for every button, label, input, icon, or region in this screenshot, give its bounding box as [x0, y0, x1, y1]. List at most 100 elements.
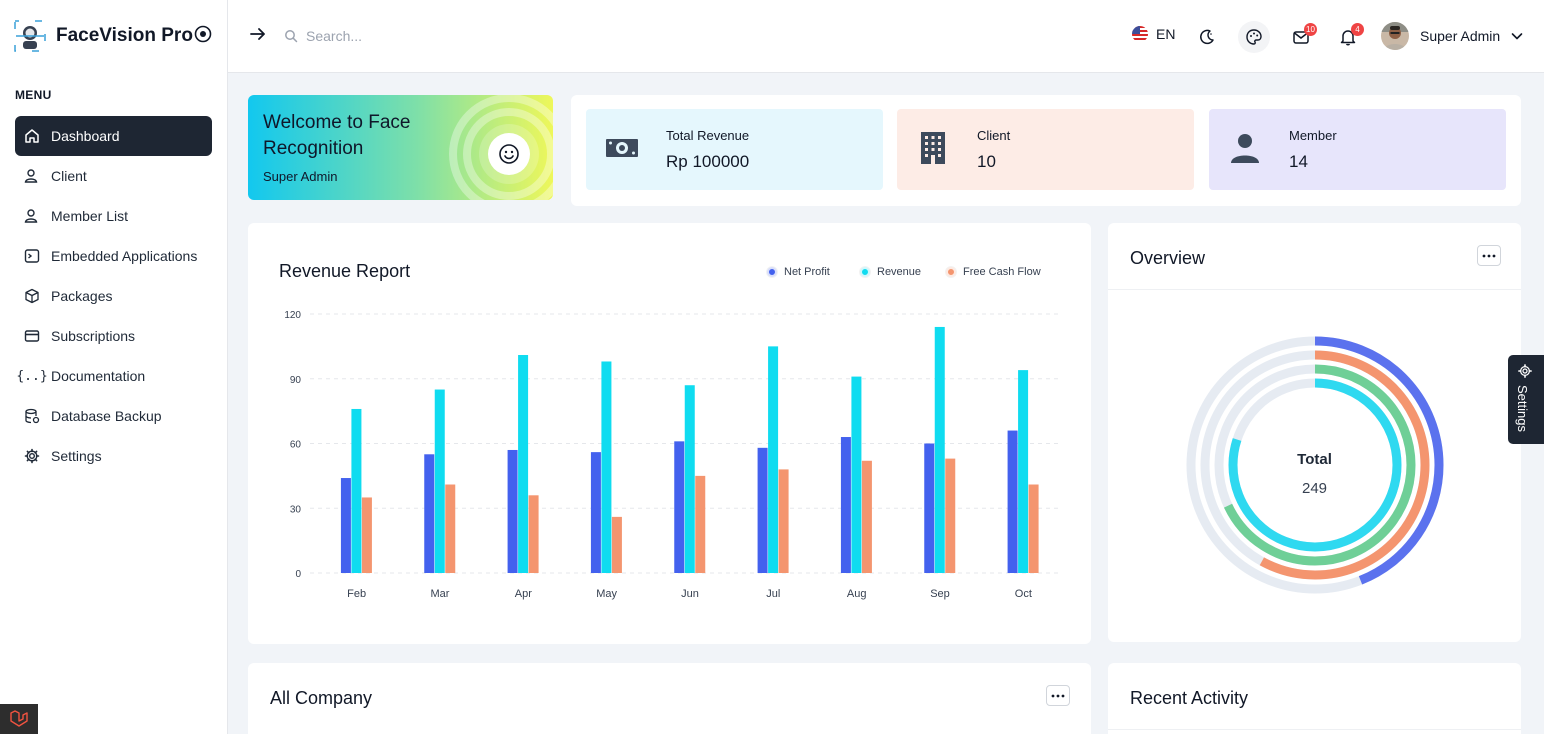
sidebar-item-label: Subscriptions [51, 328, 136, 344]
settings-tab-label: Settings [1515, 385, 1530, 432]
bar-net-profit[interactable] [757, 447, 768, 573]
legend-label: Revenue [877, 266, 922, 278]
ring-progress[interactable] [1228, 378, 1402, 552]
bar-net-profit[interactable] [340, 478, 351, 573]
bar-net-profit[interactable] [674, 441, 685, 573]
sidebar-item-member-list[interactable]: Member List [15, 196, 212, 236]
sidebar-item-label: Embedded Applications [51, 248, 198, 264]
bar-free-cash-flow[interactable] [1028, 484, 1039, 573]
laravel-debugbar-toggle[interactable] [0, 704, 38, 734]
sidebar-item-documentation[interactable]: {..} Documentation [15, 356, 212, 396]
stat-value: Rp 100000 [666, 152, 750, 171]
bar-revenue[interactable] [601, 361, 612, 573]
bar-net-profit[interactable] [924, 443, 935, 574]
bar-free-cash-flow[interactable] [445, 484, 456, 573]
sidebar-item-subscriptions[interactable]: Subscriptions [15, 316, 212, 356]
sidebar-item-label: Documentation [51, 368, 146, 384]
bar-revenue[interactable] [351, 408, 362, 573]
bar-net-profit[interactable] [840, 437, 851, 573]
all-company-card: All Company [248, 663, 1091, 734]
welcome-card: Welcome to Face Recognition Super Admin [248, 95, 553, 200]
bar-revenue[interactable] [518, 355, 529, 573]
legend-free-cash-flow[interactable]: Free Cash Flow [946, 266, 1041, 278]
overview-total-label: Total [1297, 451, 1332, 468]
language-selector[interactable]: EN [1132, 26, 1175, 42]
terminal-icon [23, 247, 41, 265]
arrow-right-icon[interactable] [248, 24, 268, 44]
ring-progress[interactable] [1186, 336, 1444, 594]
stat-label: Member [1289, 128, 1337, 143]
bar-net-profit[interactable] [1007, 430, 1018, 573]
legend-net-profit[interactable]: Net Profit [767, 266, 830, 278]
notifications-button[interactable]: 4 [1332, 21, 1364, 53]
sidebar-item-label: Settings [51, 448, 102, 464]
stats-panel: Total Revenue Rp 100000 Client 10 Member… [571, 95, 1521, 206]
legend-marker [767, 267, 777, 277]
moon-icon [1200, 29, 1214, 45]
bar-free-cash-flow[interactable] [945, 458, 956, 573]
sidebar-toggle-icon[interactable] [194, 25, 212, 43]
recent-activity-card: Recent Activity [1108, 663, 1521, 734]
bar-free-cash-flow[interactable] [361, 497, 372, 573]
home-icon [23, 127, 41, 145]
money-icon [604, 129, 640, 167]
y-tick-label: 120 [284, 310, 301, 321]
package-icon [23, 287, 41, 305]
x-tick-label: Aug [847, 588, 867, 600]
legend-marker [860, 267, 870, 277]
bar-revenue[interactable] [768, 346, 779, 573]
building-icon [915, 129, 951, 167]
stat-label: Client [977, 128, 1011, 143]
ring-progress[interactable] [1200, 350, 1430, 580]
sidebar-item-database-backup[interactable]: Database Backup [15, 396, 212, 436]
bar-revenue[interactable] [684, 385, 695, 573]
brand-name: FaceVision Pro [56, 25, 193, 46]
messages-button[interactable]: 10 [1285, 21, 1317, 53]
stat-value: 10 [977, 152, 996, 171]
sidebar-nav: Dashboard Client Member List Embedded Ap… [15, 116, 212, 476]
overview-radial-chart [1186, 336, 1444, 594]
notification-count-badge: 4 [1351, 23, 1364, 36]
bar-free-cash-flow[interactable] [528, 495, 539, 573]
dark-mode-toggle[interactable] [1191, 21, 1223, 53]
stat-client: Client 10 [897, 109, 1194, 190]
bar-revenue[interactable] [434, 389, 445, 573]
company-more-button[interactable] [1046, 685, 1070, 706]
sidebar-item-client[interactable]: Client [15, 156, 212, 196]
x-tick-label: Jun [681, 588, 699, 600]
legend-revenue[interactable]: Revenue [860, 266, 921, 278]
bar-net-profit[interactable] [424, 454, 435, 573]
bar-free-cash-flow[interactable] [611, 516, 622, 573]
sidebar-item-packages[interactable]: Packages [15, 276, 212, 316]
divider [1108, 289, 1521, 290]
recent-activity-title: Recent Activity [1130, 688, 1249, 708]
bar-free-cash-flow[interactable] [695, 475, 706, 573]
ring-progress[interactable] [1214, 364, 1416, 566]
sidebar-item-settings[interactable]: Settings [15, 436, 212, 476]
bar-revenue[interactable] [1018, 370, 1029, 573]
bar-free-cash-flow[interactable] [778, 469, 789, 573]
brand[interactable]: FaceVision Pro [14, 20, 193, 52]
more-horizontal-icon [1482, 254, 1496, 257]
bar-revenue[interactable] [851, 376, 862, 573]
search-input[interactable] [306, 24, 606, 48]
sidebar-item-label: Database Backup [51, 408, 162, 424]
bar-net-profit[interactable] [590, 452, 601, 573]
users-icon [23, 167, 41, 185]
user-menu[interactable]: Super Admin [1381, 22, 1524, 50]
more-horizontal-icon [1051, 694, 1065, 697]
y-tick-label: 90 [290, 375, 302, 386]
settings-side-tab[interactable]: Settings [1508, 355, 1544, 444]
face-scan-logo-icon [14, 20, 46, 52]
bar-revenue[interactable] [934, 326, 945, 573]
x-tick-label: Oct [1015, 588, 1032, 600]
bar-free-cash-flow[interactable] [861, 460, 872, 573]
bar-net-profit[interactable] [507, 449, 518, 573]
theme-customizer-button[interactable] [1238, 21, 1270, 53]
y-tick-label: 0 [295, 569, 301, 580]
sidebar-item-dashboard[interactable]: Dashboard [15, 116, 212, 156]
overview-more-button[interactable] [1477, 245, 1501, 266]
sidebar-item-embedded-applications[interactable]: Embedded Applications [15, 236, 212, 276]
overview-total-value: 249 [1301, 480, 1328, 497]
x-tick-label: May [596, 588, 617, 600]
